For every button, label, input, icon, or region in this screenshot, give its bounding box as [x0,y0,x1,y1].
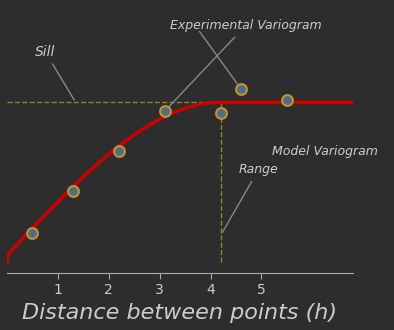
Point [217,111,224,116]
Text: Experimental Variogram: Experimental Variogram [167,19,322,109]
Text: Range: Range [222,163,278,233]
Point [284,97,290,103]
X-axis label: Distance between points (h): Distance between points (h) [22,303,338,323]
Point [162,109,168,114]
Point [116,148,122,154]
Point [29,231,35,236]
Point [70,188,76,194]
Point [238,86,244,92]
Text: Model Variogram: Model Variogram [271,145,377,158]
Text: Sill: Sill [35,45,74,100]
